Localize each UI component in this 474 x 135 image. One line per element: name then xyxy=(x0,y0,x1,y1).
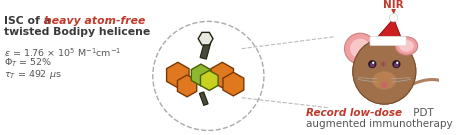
Text: twisted Bodipy helicene: twisted Bodipy helicene xyxy=(4,27,150,37)
Text: ISC of a: ISC of a xyxy=(4,16,55,26)
Circle shape xyxy=(396,62,399,64)
Ellipse shape xyxy=(353,39,416,104)
Polygon shape xyxy=(201,70,218,90)
Text: NIR: NIR xyxy=(383,0,404,10)
Polygon shape xyxy=(200,40,211,59)
FancyBboxPatch shape xyxy=(370,36,406,45)
Text: augmented immunotherapy: augmented immunotherapy xyxy=(306,119,452,129)
Circle shape xyxy=(392,60,401,68)
Ellipse shape xyxy=(399,40,414,52)
Text: Record low-dose: Record low-dose xyxy=(306,108,401,118)
Polygon shape xyxy=(177,75,197,97)
Polygon shape xyxy=(373,19,403,42)
Text: *: * xyxy=(379,60,386,73)
Text: $\Phi_T$ = 52%: $\Phi_T$ = 52% xyxy=(4,57,52,69)
Circle shape xyxy=(350,39,371,59)
Circle shape xyxy=(370,63,374,67)
Ellipse shape xyxy=(395,37,418,55)
Circle shape xyxy=(368,60,376,68)
Circle shape xyxy=(372,62,374,64)
Polygon shape xyxy=(166,62,189,88)
Polygon shape xyxy=(198,32,213,45)
Polygon shape xyxy=(211,62,234,88)
Ellipse shape xyxy=(372,71,396,90)
Text: heavy atom-free: heavy atom-free xyxy=(44,16,145,26)
Text: PDT: PDT xyxy=(410,108,434,118)
Ellipse shape xyxy=(353,39,416,104)
Polygon shape xyxy=(223,72,244,96)
Text: $\varepsilon$ = 1.76 × 10$^5$ M$^{-1}$cm$^{-1}$: $\varepsilon$ = 1.76 × 10$^5$ M$^{-1}$cm… xyxy=(4,46,121,59)
Circle shape xyxy=(345,33,376,64)
Circle shape xyxy=(381,82,388,88)
Circle shape xyxy=(390,14,398,22)
Circle shape xyxy=(394,63,399,67)
Polygon shape xyxy=(191,64,210,86)
Text: $\tau_T$ = 492 $\mu$s: $\tau_T$ = 492 $\mu$s xyxy=(4,68,61,81)
Polygon shape xyxy=(200,92,208,105)
